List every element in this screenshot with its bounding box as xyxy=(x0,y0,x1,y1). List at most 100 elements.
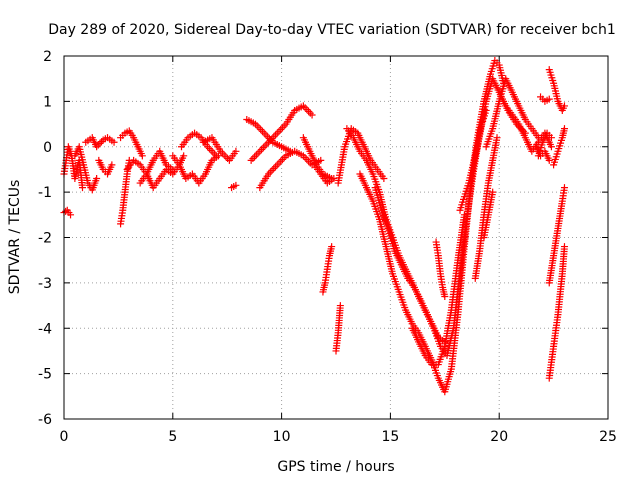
y-tick-label: 2 xyxy=(43,49,52,65)
series-arc36 xyxy=(537,93,553,105)
data-point xyxy=(96,139,104,147)
chart-title: Day 289 of 2020, Sidereal Day-to-day VTE… xyxy=(48,22,616,38)
data-point xyxy=(169,165,177,173)
x-tick-label: 5 xyxy=(168,429,177,445)
data-point xyxy=(108,161,116,169)
x-tick-label: 10 xyxy=(273,429,291,445)
data-point xyxy=(272,163,280,171)
data-point xyxy=(560,125,568,133)
data-point xyxy=(256,147,264,155)
data-point xyxy=(545,95,553,103)
data-point xyxy=(301,104,309,112)
series-arc17 xyxy=(256,147,325,192)
data-point xyxy=(94,141,102,149)
series-arc39 xyxy=(545,243,568,382)
axis-ticks: 0 5 10 15 20 25 -6 -5 -4 -3 -2 -1 0 1 2 xyxy=(38,49,617,445)
y-axis-label: SDTVAR / TECUs xyxy=(7,180,23,295)
data-point xyxy=(278,124,286,132)
data-point xyxy=(270,165,278,173)
data-point xyxy=(138,152,146,160)
data-point xyxy=(482,106,490,114)
series-arc29 xyxy=(471,134,501,282)
series-arc28 xyxy=(456,106,490,214)
series-arc6 xyxy=(117,156,133,228)
series-arc1 xyxy=(60,143,86,192)
data-point xyxy=(277,157,285,165)
data-point xyxy=(78,184,86,192)
data-point xyxy=(205,145,213,153)
data-point xyxy=(560,243,568,251)
data-point xyxy=(180,152,188,160)
series-arc38 xyxy=(545,184,568,287)
x-tick-label: 20 xyxy=(490,429,508,445)
y-tick-label: -4 xyxy=(38,321,52,337)
data-point xyxy=(266,168,274,176)
series-arc19 xyxy=(310,161,338,187)
data-point xyxy=(493,134,501,142)
series-arc7 xyxy=(117,127,146,160)
series-arc31 xyxy=(482,75,542,151)
series-arc16 xyxy=(247,102,316,164)
series-arc13 xyxy=(195,152,222,187)
data-point xyxy=(547,143,555,151)
data-markers xyxy=(60,57,568,396)
data-point xyxy=(67,211,75,219)
data-point xyxy=(273,161,281,169)
data-point xyxy=(305,107,313,115)
series-arc27 xyxy=(432,238,449,300)
data-point xyxy=(308,111,316,119)
series-arc23 xyxy=(343,125,449,346)
data-point xyxy=(268,166,276,174)
series-arc3 xyxy=(71,143,101,194)
data-point xyxy=(232,181,240,189)
x-axis-label: GPS time / hours xyxy=(277,459,394,475)
series-arc26 xyxy=(408,211,468,369)
data-point xyxy=(330,175,338,183)
data-point xyxy=(460,211,468,219)
series-arc2 xyxy=(60,206,75,219)
data-point xyxy=(209,148,217,156)
y-tick-label: -5 xyxy=(38,367,52,383)
x-tick-label: 25 xyxy=(599,429,617,445)
data-point xyxy=(560,102,568,110)
y-tick-label: -2 xyxy=(38,231,52,247)
data-point xyxy=(336,302,344,310)
data-point xyxy=(93,175,101,183)
series-arc4 xyxy=(82,134,118,151)
data-point xyxy=(545,156,553,164)
data-point xyxy=(214,152,222,160)
data-point xyxy=(380,175,388,183)
series-arc35 xyxy=(545,66,568,114)
grid xyxy=(64,56,608,419)
data-point xyxy=(306,109,314,117)
series-arc30 xyxy=(480,188,497,241)
data-point xyxy=(273,129,281,137)
series-arc20 xyxy=(319,243,336,296)
y-tick-label: -1 xyxy=(38,185,52,201)
data-point xyxy=(110,138,118,146)
data-point xyxy=(328,243,336,251)
data-point xyxy=(441,292,449,300)
data-point xyxy=(259,144,267,152)
data-point xyxy=(547,134,555,142)
series-arc5 xyxy=(95,156,116,178)
plot-frame xyxy=(63,55,609,420)
data-point xyxy=(278,155,286,163)
data-point xyxy=(272,131,280,139)
data-point xyxy=(260,129,268,137)
data-point xyxy=(207,146,215,154)
data-point xyxy=(262,131,270,139)
data-point xyxy=(255,124,263,132)
data-point xyxy=(560,184,568,192)
data-point xyxy=(258,127,266,135)
series-arc9 xyxy=(123,147,177,178)
y-tick-label: 1 xyxy=(43,94,52,110)
series-arc12 xyxy=(199,134,240,164)
data-point xyxy=(489,188,497,196)
data-point xyxy=(62,207,70,215)
data-point xyxy=(257,126,265,134)
data-point xyxy=(247,156,255,164)
data-point xyxy=(93,143,101,151)
data-point xyxy=(251,153,259,161)
series-arc34 xyxy=(532,143,553,164)
